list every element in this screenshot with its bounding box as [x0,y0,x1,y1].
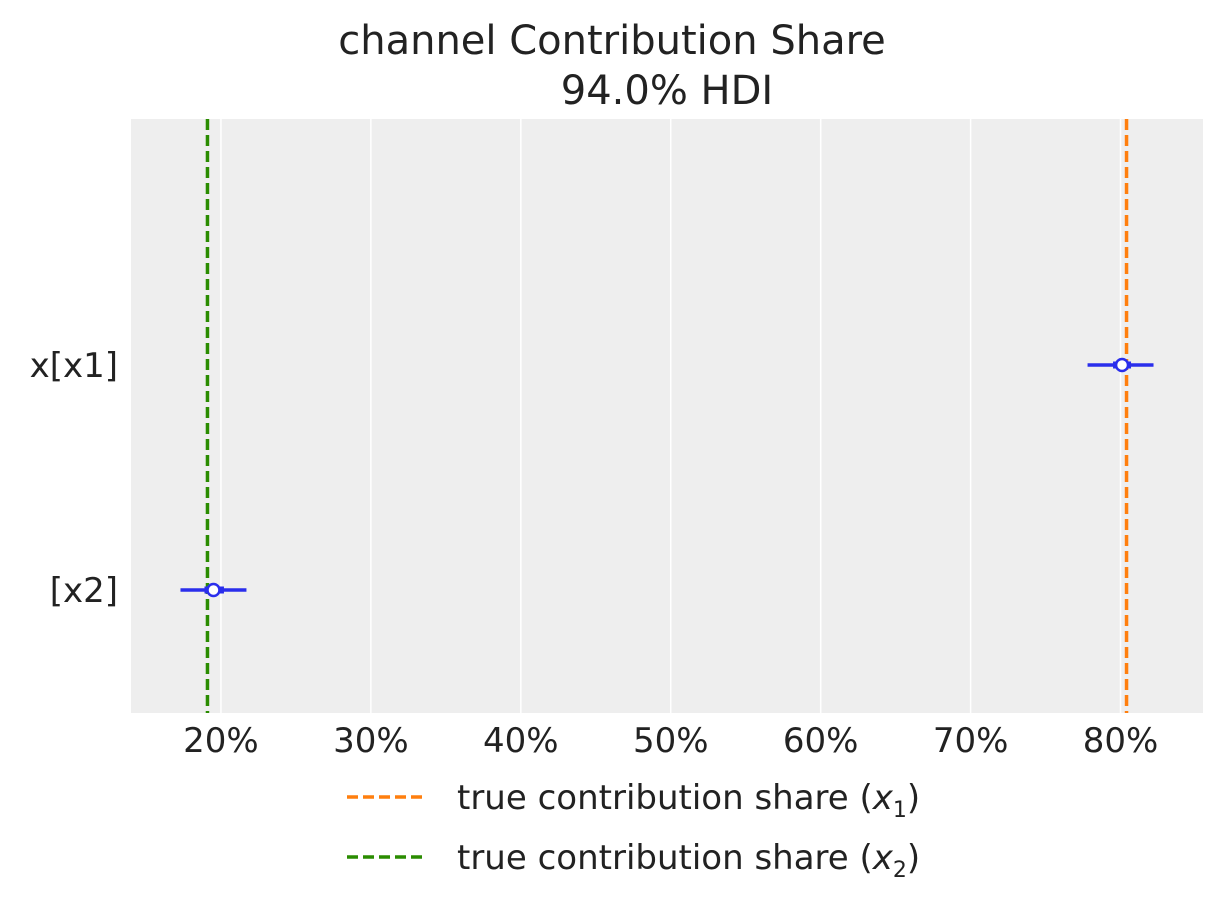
x-tick-label: 80% [1083,721,1159,761]
y-tick-labels: x[x1] [x2] [30,346,118,611]
median-point [1114,357,1130,373]
x-tick-label: 40% [483,721,559,761]
x-tick-label: 50% [633,721,709,761]
x-tick-label: 20% [183,721,259,761]
chart-subtitle: 94.0% HDI [561,68,773,114]
chart-title: channel Contribution Share [338,18,886,64]
y-tick-label: [x2] [50,571,118,611]
y-tick-label: x[x1] [30,346,118,386]
x-tick-labels: 20% 30% 40% 50% 60% 70% 80% [183,721,1158,761]
x-tick-label: 70% [933,721,1009,761]
legend: true contribution share (x1) true contrib… [347,778,920,883]
median-point [206,582,221,598]
x-tick-label: 60% [783,721,859,761]
hdi-intervals [180,357,1154,598]
grid-lines [220,119,1122,713]
reference-lines [205,119,1129,713]
plot-area [131,119,1203,713]
x-tick-label: 30% [333,721,409,761]
legend-label: true contribution share (x1) [457,778,920,823]
legend-label: true contribution share (x2) [457,838,920,883]
